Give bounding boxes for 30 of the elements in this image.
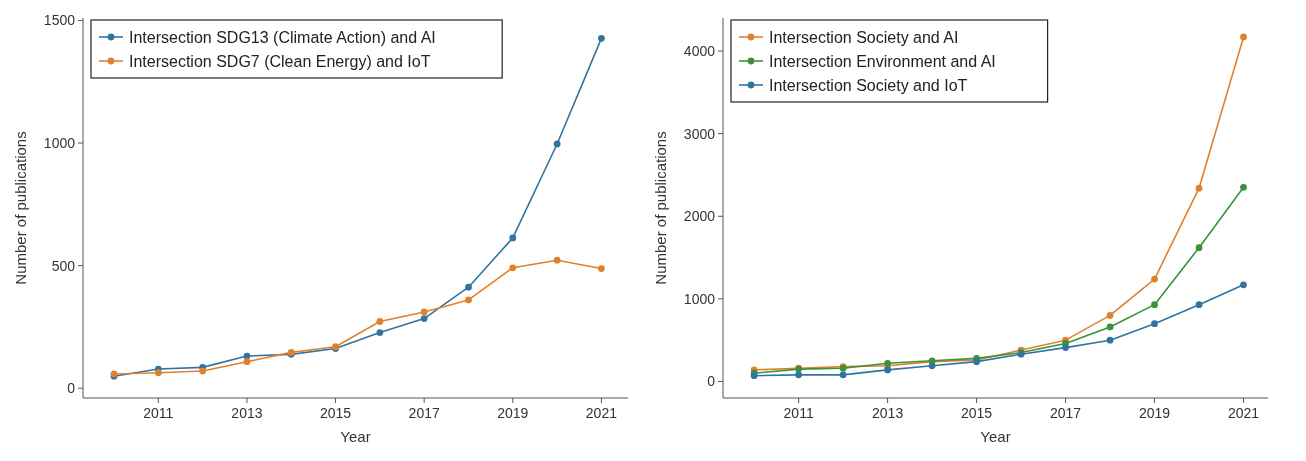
legend-label: Intersection Society and IoT <box>769 76 968 94</box>
y-tick-label: 2000 <box>683 208 716 225</box>
y-tick-label: 500 <box>51 257 76 274</box>
legend-label: Intersection Environment and AI <box>769 52 996 70</box>
y-tick-label: 0 <box>707 373 716 390</box>
x-tick-label: 2011 <box>783 405 814 421</box>
legend-label: Intersection SDG7 (Clean Energy) and IoT <box>129 52 431 70</box>
x-tick-label: 2019 <box>497 405 529 421</box>
x-tick-label: 2015 <box>961 405 993 421</box>
y-axis-title: Number of publications <box>652 131 669 285</box>
x-tick-label: 2017 <box>1049 405 1082 421</box>
x-tick-label: 2013 <box>872 405 904 421</box>
x-axis-title: Year <box>980 428 1011 445</box>
y-axis-title: Number of publications <box>12 131 29 285</box>
y-tick-label: 1500 <box>43 12 76 29</box>
y-tick-label: 1000 <box>683 290 716 307</box>
x-tick-label: 2021 <box>1227 405 1260 421</box>
y-tick-label: 1000 <box>43 134 76 151</box>
y-tick-label: 4000 <box>683 42 716 59</box>
y-tick-label: 0 <box>67 380 76 397</box>
legend-label: Intersection Society and AI <box>769 28 959 46</box>
x-tick-label: 2019 <box>1138 405 1171 421</box>
legend-label: Intersection SDG13 (Climate Action) and AI <box>129 28 436 46</box>
x-tick-label: 2013 <box>231 405 263 421</box>
x-axis-title: Year <box>340 428 371 445</box>
x-tick-label: 2011 <box>143 405 174 421</box>
y-tick-label: 3000 <box>683 125 716 142</box>
x-tick-label: 2017 <box>408 405 440 421</box>
x-tick-label: 2015 <box>319 405 352 421</box>
x-tick-label: 2021 <box>585 405 618 421</box>
